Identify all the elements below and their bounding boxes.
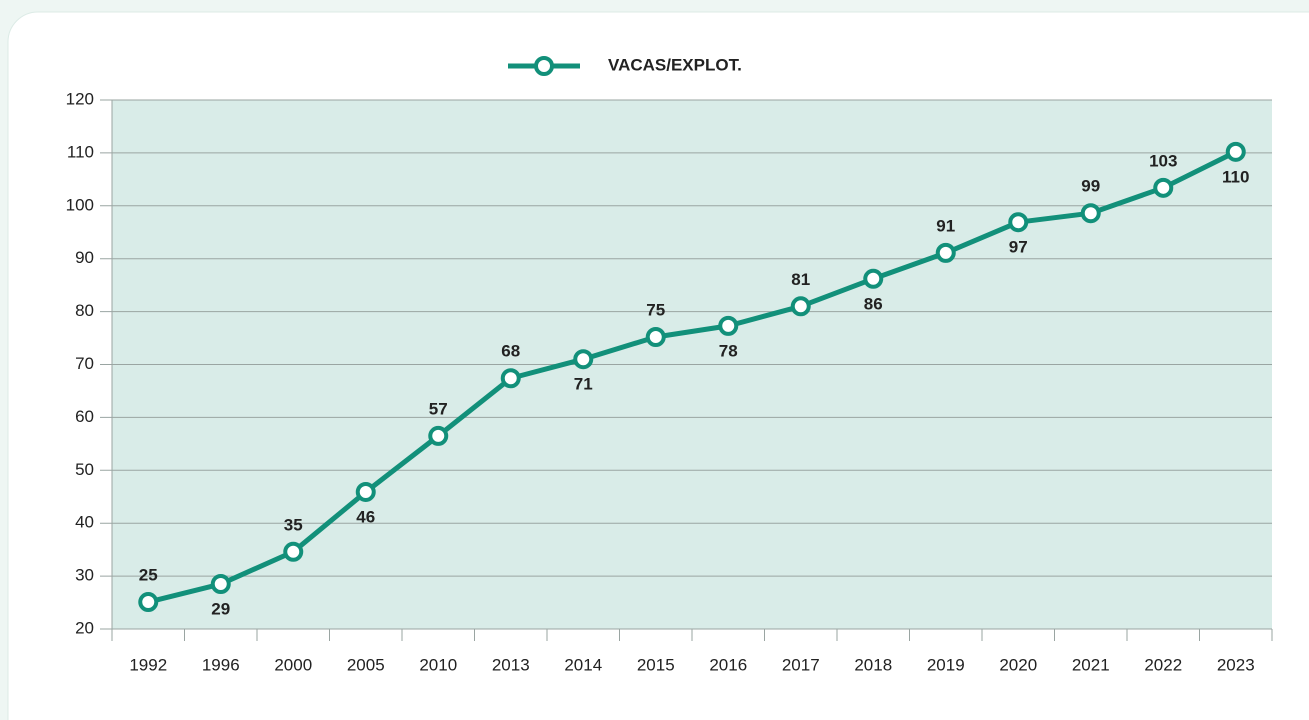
marker <box>138 592 159 613</box>
y-tick-label: 50 <box>75 460 94 479</box>
data-label: 97 <box>1009 238 1028 257</box>
y-tick-label: 90 <box>75 248 94 267</box>
marker <box>500 368 521 389</box>
marker <box>573 349 594 370</box>
data-label: 68 <box>501 342 520 361</box>
y-tick-label: 120 <box>66 89 94 108</box>
marker <box>935 242 956 263</box>
marker <box>1153 177 1174 198</box>
x-tick-label: 2023 <box>1217 655 1255 674</box>
data-label: 35 <box>284 515 303 534</box>
marker <box>863 268 884 289</box>
x-tick-label: 2018 <box>854 655 892 674</box>
x-tick-label: 2020 <box>999 655 1037 674</box>
y-tick-label: 20 <box>75 618 94 637</box>
data-label: 78 <box>719 341 738 360</box>
data-label: 57 <box>429 399 448 418</box>
x-tick-label: 2019 <box>927 655 965 674</box>
y-tick-label: 30 <box>75 566 94 585</box>
marker <box>210 574 231 595</box>
legend-marker <box>534 56 554 76</box>
x-tick-label: 1996 <box>202 655 240 674</box>
x-tick-label: 2010 <box>419 655 457 674</box>
marker <box>355 481 376 502</box>
y-tick-label: 70 <box>75 354 94 373</box>
marker <box>428 425 449 446</box>
marker <box>790 296 811 317</box>
marker <box>1008 212 1029 233</box>
data-label: 29 <box>211 600 230 619</box>
data-label: 103 <box>1149 151 1177 170</box>
marker <box>1080 203 1101 224</box>
marker <box>283 541 304 562</box>
y-tick-label: 110 <box>67 142 94 161</box>
x-tick-label: 2014 <box>564 655 602 674</box>
data-label: 86 <box>864 294 883 313</box>
marker <box>1225 141 1246 162</box>
x-tick-label: 2022 <box>1144 655 1182 674</box>
x-tick-label: 2017 <box>782 655 820 674</box>
marker <box>718 315 739 336</box>
y-tick-label: 40 <box>75 513 94 532</box>
x-tick-label: 2016 <box>709 655 747 674</box>
data-label: 25 <box>139 566 158 585</box>
data-label: 91 <box>936 216 955 235</box>
y-tick-label: 100 <box>66 195 94 214</box>
data-label: 46 <box>356 507 375 526</box>
x-tick-label: 1992 <box>129 655 167 674</box>
x-tick-label: 2005 <box>347 655 385 674</box>
legend-label: VACAS/EXPLOT. <box>608 55 742 74</box>
marker <box>645 326 666 347</box>
data-label: 99 <box>1081 177 1100 196</box>
x-tick-label: 2021 <box>1072 655 1110 674</box>
y-tick-label: 80 <box>75 301 94 320</box>
data-label: 71 <box>574 375 593 394</box>
data-label: 81 <box>791 270 810 289</box>
x-tick-label: 2000 <box>274 655 312 674</box>
x-tick-label: 2013 <box>492 655 530 674</box>
data-label: 110 <box>1222 167 1249 186</box>
y-tick-label: 60 <box>75 407 94 426</box>
x-tick-label: 2015 <box>637 655 675 674</box>
line <box>147 149 1237 605</box>
data-label: 75 <box>646 300 665 319</box>
